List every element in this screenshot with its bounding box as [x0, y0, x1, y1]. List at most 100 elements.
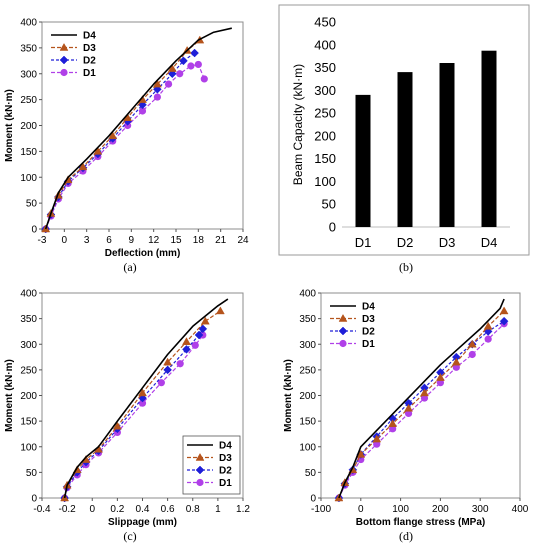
- data-point-d2: [499, 316, 509, 326]
- y-tick-label: 350: [314, 60, 336, 75]
- y-tick-label: 300: [20, 340, 37, 351]
- legend-label-d2: D2: [362, 327, 375, 338]
- legend-marker-d3: [59, 42, 69, 51]
- data-point-d2: [179, 56, 188, 66]
- data-point-d1: [389, 425, 397, 433]
- data-point-d3: [435, 373, 445, 381]
- legend-marker-d3: [338, 313, 348, 322]
- x-tick-label: 1: [215, 504, 221, 515]
- legend-marker-d2: [59, 55, 69, 65]
- y-tick-label: 250: [299, 365, 316, 376]
- panel-label-b: (b): [399, 260, 413, 274]
- panel-label-c: (c): [123, 529, 136, 543]
- y-tick-label: 100: [299, 442, 316, 453]
- y-tick-label: 150: [314, 151, 336, 166]
- legend-label-d4: D4: [219, 441, 232, 452]
- data-point-d3: [152, 79, 162, 88]
- x-tick-label: 6: [106, 235, 112, 246]
- legend-marker-d1: [196, 478, 204, 487]
- x-tick-label: -3: [38, 235, 47, 246]
- y-tick-label: 400: [20, 18, 37, 29]
- x-tick-label: 400: [512, 504, 529, 515]
- y-tick-label: 400: [299, 289, 316, 300]
- x-tick-label: 0.4: [136, 504, 150, 515]
- x-tick-label: 18: [193, 235, 205, 246]
- y-tick-label: 250: [314, 106, 336, 121]
- data-point-d1: [468, 350, 476, 359]
- y-tick-label: 0: [31, 225, 37, 236]
- y-tick-label: 50: [26, 199, 38, 210]
- legend-label-d1: D1: [219, 478, 232, 489]
- y-tick-label: 150: [20, 417, 37, 428]
- legend-marker-d1: [60, 68, 68, 77]
- data-point-d1: [194, 60, 202, 69]
- x-tick-label: 15: [170, 235, 182, 246]
- legend-label-d4: D4: [362, 302, 375, 313]
- y-tick-label: 150: [299, 417, 316, 428]
- y-tick-label: 400: [314, 37, 336, 52]
- y-axis-label: Moment (kN·m): [283, 359, 294, 432]
- series-d4: [338, 298, 505, 499]
- y-tick-label: 450: [314, 15, 336, 30]
- legend-marker-d2: [338, 326, 348, 336]
- data-point-d3: [163, 357, 173, 366]
- y-tick-label: 350: [20, 43, 37, 54]
- bar-d3: [439, 63, 455, 227]
- x-tick-label: -100: [311, 504, 331, 515]
- x-tick-label: D4: [481, 235, 498, 250]
- panel-label-a: (a): [123, 260, 136, 274]
- data-point-d1: [176, 70, 184, 78]
- y-tick-label: 100: [314, 174, 336, 189]
- chart-c: 0 50 100 150 200 250 300 350 400 -0.4 -0.2 0 0.2 0.4 0…: [4, 289, 250, 529]
- x-tick-label: 0: [89, 504, 95, 515]
- data-point-d3: [112, 421, 122, 430]
- data-point-d2: [163, 365, 172, 375]
- x-tick-label: 300: [472, 504, 489, 515]
- legend-label-d3: D3: [83, 43, 96, 54]
- data-point-d3: [420, 388, 429, 397]
- y-tick-label: 100: [20, 442, 37, 453]
- x-tick-label: D2: [397, 235, 414, 250]
- data-point-d3: [372, 434, 382, 443]
- data-point-d3: [182, 337, 191, 345]
- data-point-d1: [404, 409, 413, 418]
- data-point-d3: [483, 321, 493, 330]
- legend-label-d2: D2: [219, 466, 232, 477]
- data-point-d3: [499, 306, 509, 315]
- x-tick-label: 0: [62, 235, 68, 246]
- panel-border: [278, 4, 530, 256]
- x-tick-label: D1: [355, 235, 372, 250]
- bar-d2: [397, 72, 413, 227]
- data-point-d1: [138, 399, 147, 407]
- panel-label-d: (d): [399, 529, 413, 543]
- x-tick-label: 0.6: [161, 504, 175, 515]
- legend-marker-d3: [195, 452, 205, 461]
- x-tick-label: 100: [392, 504, 409, 515]
- data-point-d1: [153, 93, 161, 101]
- y-tick-label: 0: [310, 494, 316, 505]
- series-line-d4: [44, 27, 232, 230]
- y-axis-label: Moment (kN·m): [4, 89, 15, 162]
- y-tick-label: 150: [20, 147, 37, 158]
- legend-label-d2: D2: [83, 56, 96, 67]
- data-point-d3: [215, 306, 225, 315]
- y-tick-label: 50: [26, 468, 38, 479]
- legend-marker-d1: [339, 339, 347, 348]
- data-point-d3: [404, 403, 413, 412]
- x-tick-label: 9: [129, 235, 135, 246]
- y-tick-label: 200: [20, 391, 37, 402]
- series-line-d4: [63, 298, 229, 499]
- data-point-d3: [388, 419, 398, 427]
- y-axis-label: Beam Capacity (kN·m): [291, 64, 305, 185]
- data-point-d3: [93, 146, 103, 155]
- y-tick-label: 0: [329, 220, 336, 235]
- x-axis-label: Deflection (mm): [105, 248, 181, 259]
- data-point-d3: [167, 64, 177, 72]
- y-tick-label: 250: [20, 95, 37, 106]
